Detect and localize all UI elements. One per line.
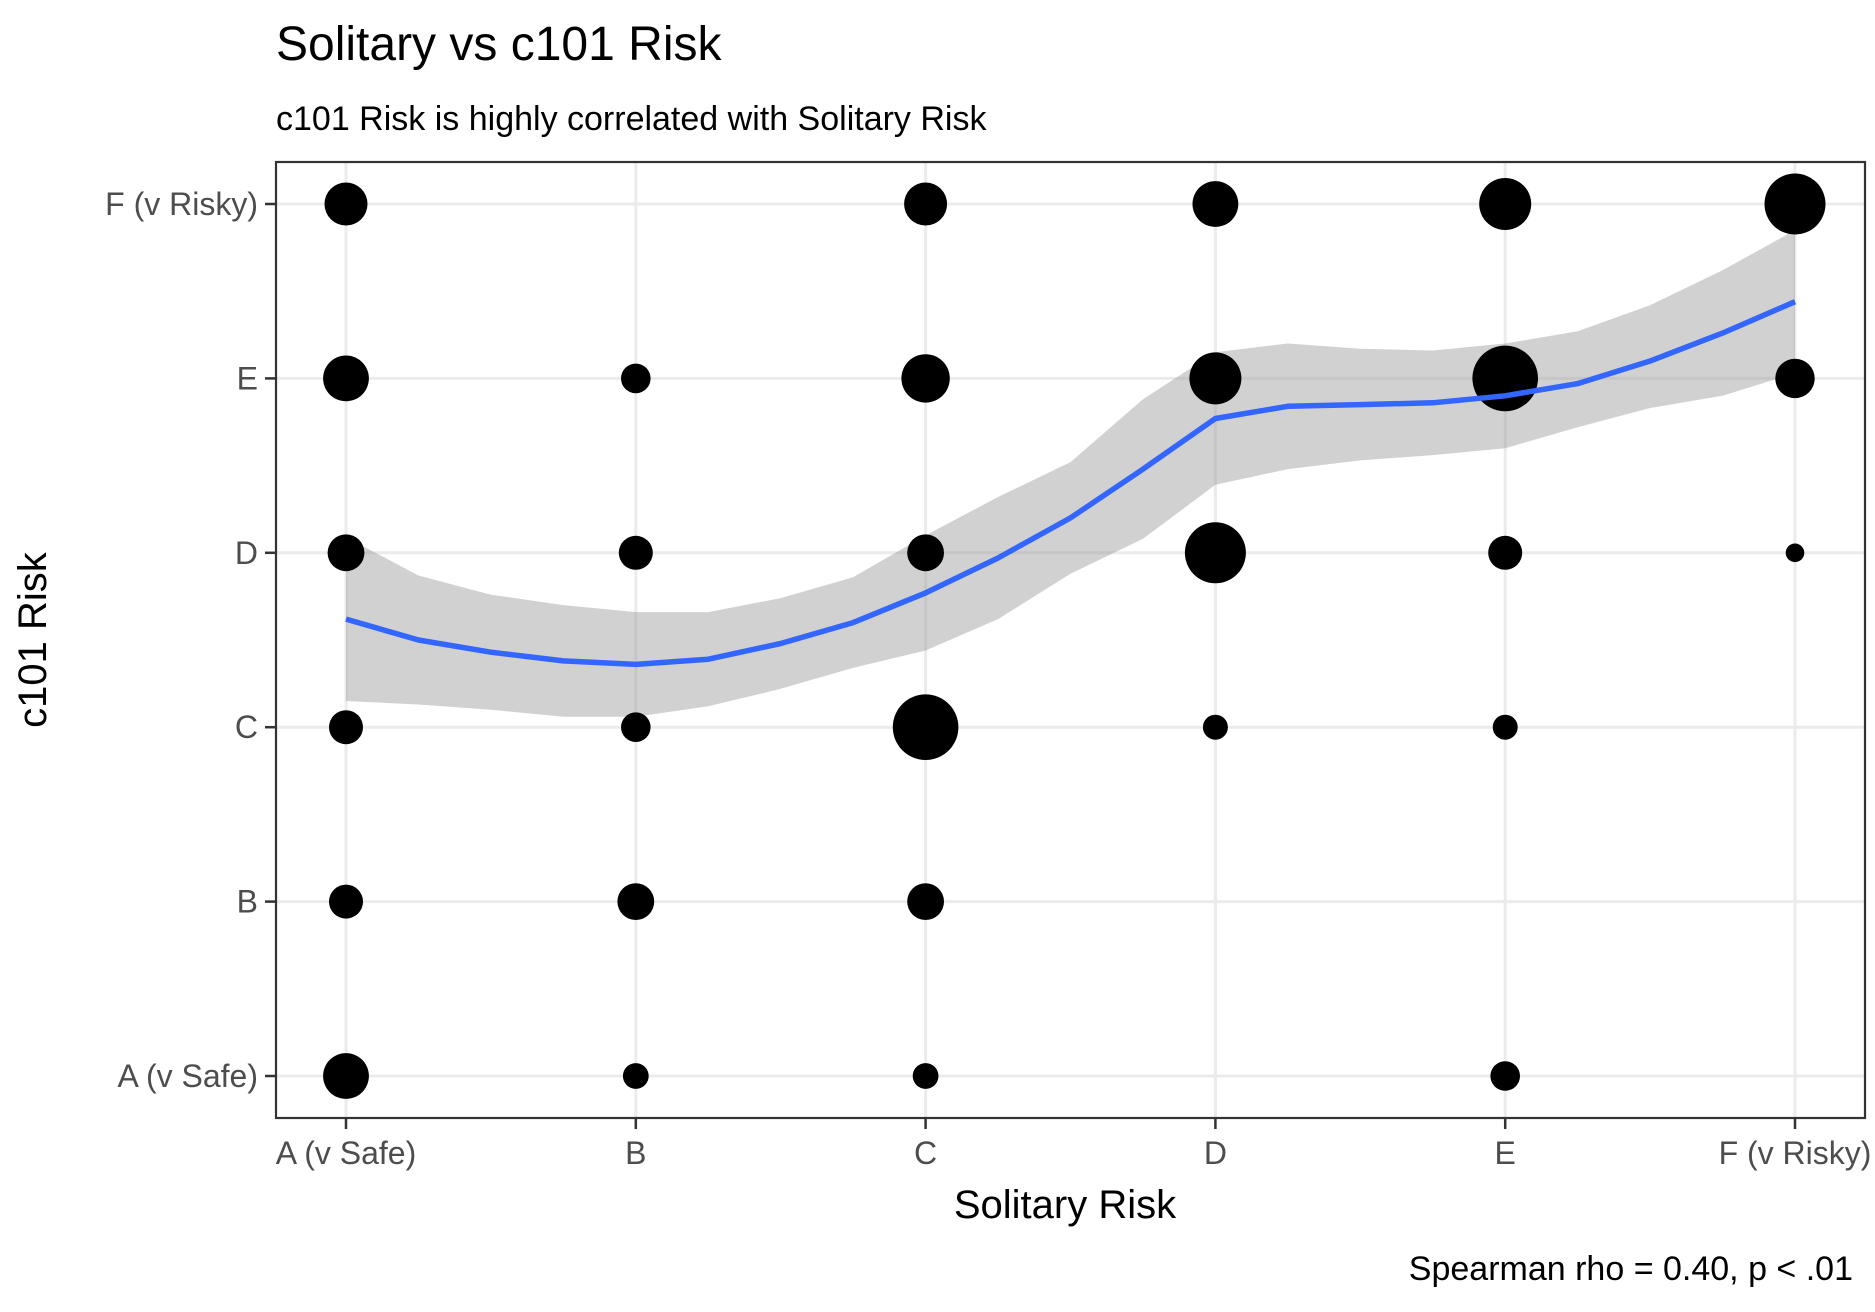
x-tick-label: E — [1495, 1135, 1516, 1171]
y-tick-label: E — [237, 360, 258, 396]
data-point — [1785, 543, 1805, 563]
data-point — [1490, 1061, 1520, 1091]
data-point — [907, 883, 944, 920]
data-point — [912, 1063, 939, 1089]
x-axis-ticks: A (v Safe) B C D E F (v Risky) — [276, 1118, 1872, 1171]
data-point — [621, 712, 651, 742]
y-tick-label: C — [235, 709, 258, 745]
data-point — [621, 363, 651, 394]
data-point — [618, 535, 653, 570]
confidence-band — [346, 230, 1795, 717]
x-tick-label: C — [914, 1135, 937, 1171]
data-point — [324, 182, 368, 226]
data-point — [1184, 522, 1246, 584]
x-tick-label: A (v Safe) — [276, 1135, 417, 1171]
data-point — [904, 182, 948, 226]
data-point — [617, 883, 655, 920]
data-point — [329, 884, 363, 919]
x-axis-title: Solitary Risk — [954, 1183, 1177, 1227]
data-point — [323, 1053, 369, 1099]
data-point — [1488, 535, 1523, 570]
data-point — [1189, 352, 1242, 405]
plot-panel-border — [274, 160, 1867, 1120]
x-tick-label: F (v Risky) — [1719, 1135, 1872, 1171]
data-point — [892, 694, 959, 760]
y-axis-title: c101 Risk — [11, 551, 55, 728]
y-axis-ticks: A (v Safe) B C D E F (v Risky) — [105, 186, 276, 1094]
chart-title: Solitary vs c101 Risk — [276, 18, 722, 71]
y-tick-label: B — [237, 884, 258, 920]
data-point — [1492, 714, 1518, 740]
y-tick-label: D — [235, 535, 258, 571]
data-point — [1764, 173, 1826, 235]
data-point — [1775, 358, 1815, 399]
data-point — [329, 710, 363, 745]
data-point — [1472, 345, 1538, 412]
grid-lines — [276, 162, 1865, 1118]
data-point — [327, 534, 365, 572]
data-points — [323, 173, 1826, 1099]
data-point — [1479, 178, 1532, 230]
data-point — [323, 355, 369, 402]
chart-subtitle: c101 Risk is highly correlated with Soli… — [276, 100, 987, 138]
chart-caption: Spearman rho = 0.40, p < .01 — [1409, 1250, 1853, 1288]
smooth-line — [345, 299, 1797, 668]
x-tick-label: B — [625, 1135, 646, 1171]
y-tick-label: A (v Safe) — [118, 1058, 259, 1094]
y-tick-label: F (v Risky) — [105, 186, 258, 222]
data-point — [907, 534, 944, 572]
data-point — [901, 354, 950, 403]
data-point — [1202, 714, 1228, 740]
data-point — [1192, 181, 1239, 227]
x-tick-label: D — [1204, 1135, 1227, 1171]
smooth-curve — [345, 299, 1797, 668]
smooth-confidence-band — [346, 230, 1795, 717]
data-point — [622, 1063, 649, 1089]
